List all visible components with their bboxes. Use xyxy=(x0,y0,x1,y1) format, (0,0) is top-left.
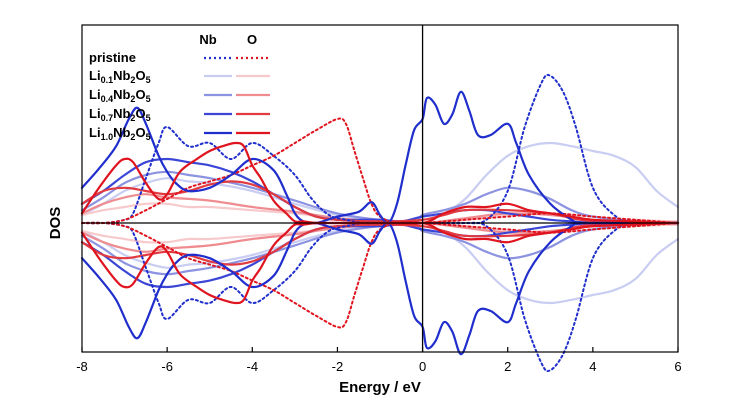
legend-label-part: Li xyxy=(89,125,101,140)
legend-label-part: Li xyxy=(89,106,101,121)
legend-label: Li1.0Nb2O5 xyxy=(89,125,151,142)
legend-label-part: pristine xyxy=(89,50,136,65)
legend-label-part: O xyxy=(135,125,145,140)
legend-header-o: O xyxy=(247,32,257,47)
x-tick-label: 2 xyxy=(504,359,511,374)
legend-label-subscript: 0.1 xyxy=(101,75,114,85)
legend-label-subscript: 1.0 xyxy=(101,132,114,142)
series-nb-0_1-down xyxy=(80,223,680,305)
x-tick-label: 6 xyxy=(674,359,681,374)
x-axis-title: Energy / eV xyxy=(339,379,421,396)
x-axis-ticks: -8 -6 -4 -2 0 2 4 6 xyxy=(76,347,682,374)
legend-label-part: Nb xyxy=(113,68,130,83)
legend-label-part: O xyxy=(135,106,145,121)
series-nb-0_1-up xyxy=(80,141,680,223)
legend-label-subscript: 5 xyxy=(146,75,151,85)
series-nb-0_7-up xyxy=(80,157,680,225)
legend-label-subscript: 0.4 xyxy=(101,94,114,104)
x-tick-label: 0 xyxy=(419,359,426,374)
legend-label: Li0.7Nb2O5 xyxy=(89,106,151,123)
legend-label-part: Nb xyxy=(113,125,130,140)
legend-label-subscript: 5 xyxy=(146,94,151,104)
plot-frame xyxy=(81,24,679,353)
legend-label: pristine xyxy=(89,50,136,65)
x-tick-label: -4 xyxy=(247,359,259,374)
legend-label-part: Li xyxy=(89,87,101,102)
series-nb-0_7-down xyxy=(80,221,680,289)
legend-label-part: Nb xyxy=(113,87,130,102)
series-nb-1-up xyxy=(80,90,680,225)
legend-label: Li0.4Nb2O5 xyxy=(89,87,151,104)
series-o-1-up xyxy=(80,141,680,225)
legend-label-subscript: 0.7 xyxy=(101,113,114,123)
series-nb-1-down xyxy=(80,221,680,356)
series-o-0-down xyxy=(81,221,679,329)
legend-label-subscript: 2 xyxy=(130,113,135,123)
x-tick-label: -2 xyxy=(332,359,344,374)
legend-label-part: Nb xyxy=(113,106,130,121)
legend-label-subscript: 5 xyxy=(146,113,151,123)
legend: Nb O pristineLi0.1Nb2O5Li0.4Nb2O5Li0.7Nb… xyxy=(89,32,270,142)
legend-label-subscript: 5 xyxy=(146,132,151,142)
legend-label-part: O xyxy=(135,68,145,83)
legend-label-subscript: 2 xyxy=(130,94,135,104)
legend-label: Li0.1Nb2O5 xyxy=(89,68,151,85)
legend-label-subscript: 2 xyxy=(130,75,135,85)
x-tick-label: 4 xyxy=(589,359,596,374)
legend-label-subscript: 2 xyxy=(130,132,135,142)
series-o-1-down xyxy=(80,221,680,305)
x-tick-label: -8 xyxy=(76,359,88,374)
legend-label-part: O xyxy=(135,87,145,102)
x-tick-label: -6 xyxy=(161,359,173,374)
legend-label-part: Li xyxy=(89,68,101,83)
series-o-0-up xyxy=(81,117,679,225)
y-axis-title: DOS xyxy=(47,207,64,240)
legend-header-nb: Nb xyxy=(199,32,216,47)
